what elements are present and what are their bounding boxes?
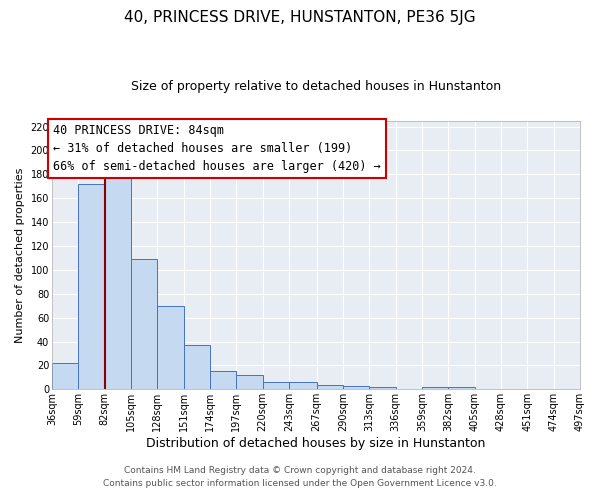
Title: Size of property relative to detached houses in Hunstanton: Size of property relative to detached ho… bbox=[131, 80, 501, 93]
Bar bbox=[317, 384, 343, 390]
Bar bbox=[52, 363, 79, 390]
Bar bbox=[343, 386, 369, 390]
Bar bbox=[79, 184, 104, 390]
Bar bbox=[422, 387, 448, 390]
Bar bbox=[448, 387, 475, 390]
Bar bbox=[157, 306, 184, 390]
Bar bbox=[263, 382, 289, 390]
Bar bbox=[184, 345, 210, 390]
Bar bbox=[210, 372, 236, 390]
Y-axis label: Number of detached properties: Number of detached properties bbox=[15, 167, 25, 342]
Text: 40 PRINCESS DRIVE: 84sqm
← 31% of detached houses are smaller (199)
66% of semi-: 40 PRINCESS DRIVE: 84sqm ← 31% of detach… bbox=[53, 124, 381, 173]
Bar bbox=[236, 375, 263, 390]
Bar bbox=[289, 382, 317, 390]
X-axis label: Distribution of detached houses by size in Hunstanton: Distribution of detached houses by size … bbox=[146, 437, 485, 450]
Bar bbox=[104, 174, 131, 390]
Bar bbox=[131, 259, 157, 390]
Bar bbox=[369, 387, 395, 390]
Text: 40, PRINCESS DRIVE, HUNSTANTON, PE36 5JG: 40, PRINCESS DRIVE, HUNSTANTON, PE36 5JG bbox=[124, 10, 476, 25]
Text: Contains HM Land Registry data © Crown copyright and database right 2024.
Contai: Contains HM Land Registry data © Crown c… bbox=[103, 466, 497, 487]
